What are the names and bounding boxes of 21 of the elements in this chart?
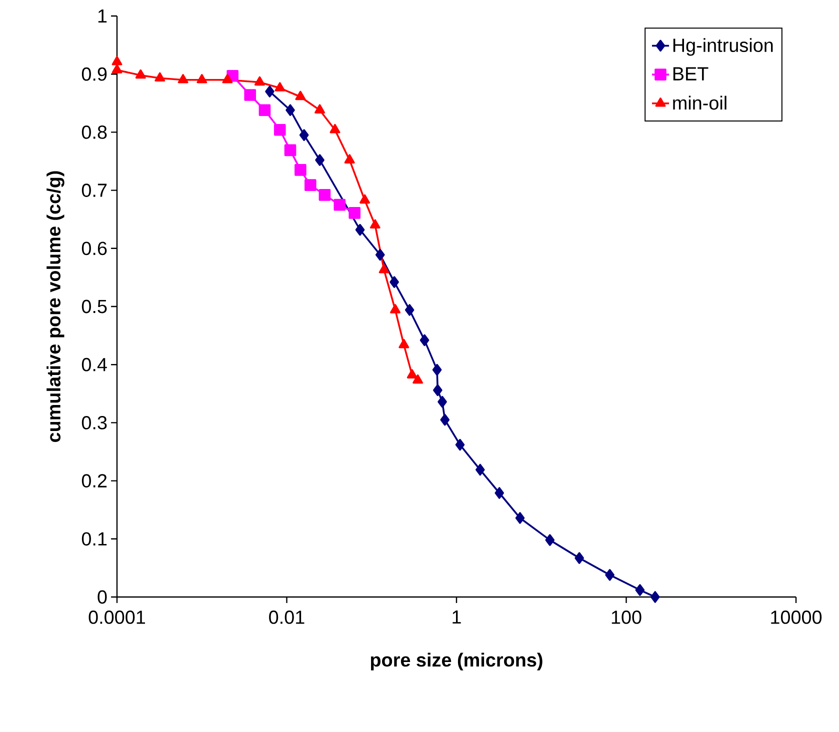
y-tick-label: 0.4 — [82, 358, 107, 372]
y-tick-label: 0 — [98, 590, 107, 604]
y-tick-label: 0.6 — [82, 242, 107, 256]
y-tick-label: 0.8 — [82, 125, 107, 139]
y-tick-label: 0.2 — [82, 474, 107, 488]
y-tick-label: 0.5 — [82, 300, 107, 314]
x-tick-label: 1 — [452, 610, 461, 624]
legend-label: BET — [673, 67, 708, 80]
legend-label: min-oil — [673, 96, 726, 110]
x-tick-label: 0.01 — [269, 610, 304, 624]
y-tick-label: 0.1 — [82, 532, 107, 546]
y-tick-label: 0.7 — [82, 184, 107, 197]
x-axis-title: pore size (microns) — [370, 652, 542, 670]
y-axis-title: cumulative pore volume (cc/g) — [46, 171, 64, 442]
x-tick-label: 10000 — [771, 610, 822, 624]
y-tick-label: 0.3 — [82, 416, 107, 430]
y-tick-label: 0.9 — [82, 67, 107, 81]
y-tick-label: 1 — [98, 9, 107, 23]
x-tick-label: 100 — [612, 610, 642, 624]
legend-label: Hg-intrusion — [673, 38, 773, 56]
x-tick-label: 0.0001 — [88, 610, 145, 624]
